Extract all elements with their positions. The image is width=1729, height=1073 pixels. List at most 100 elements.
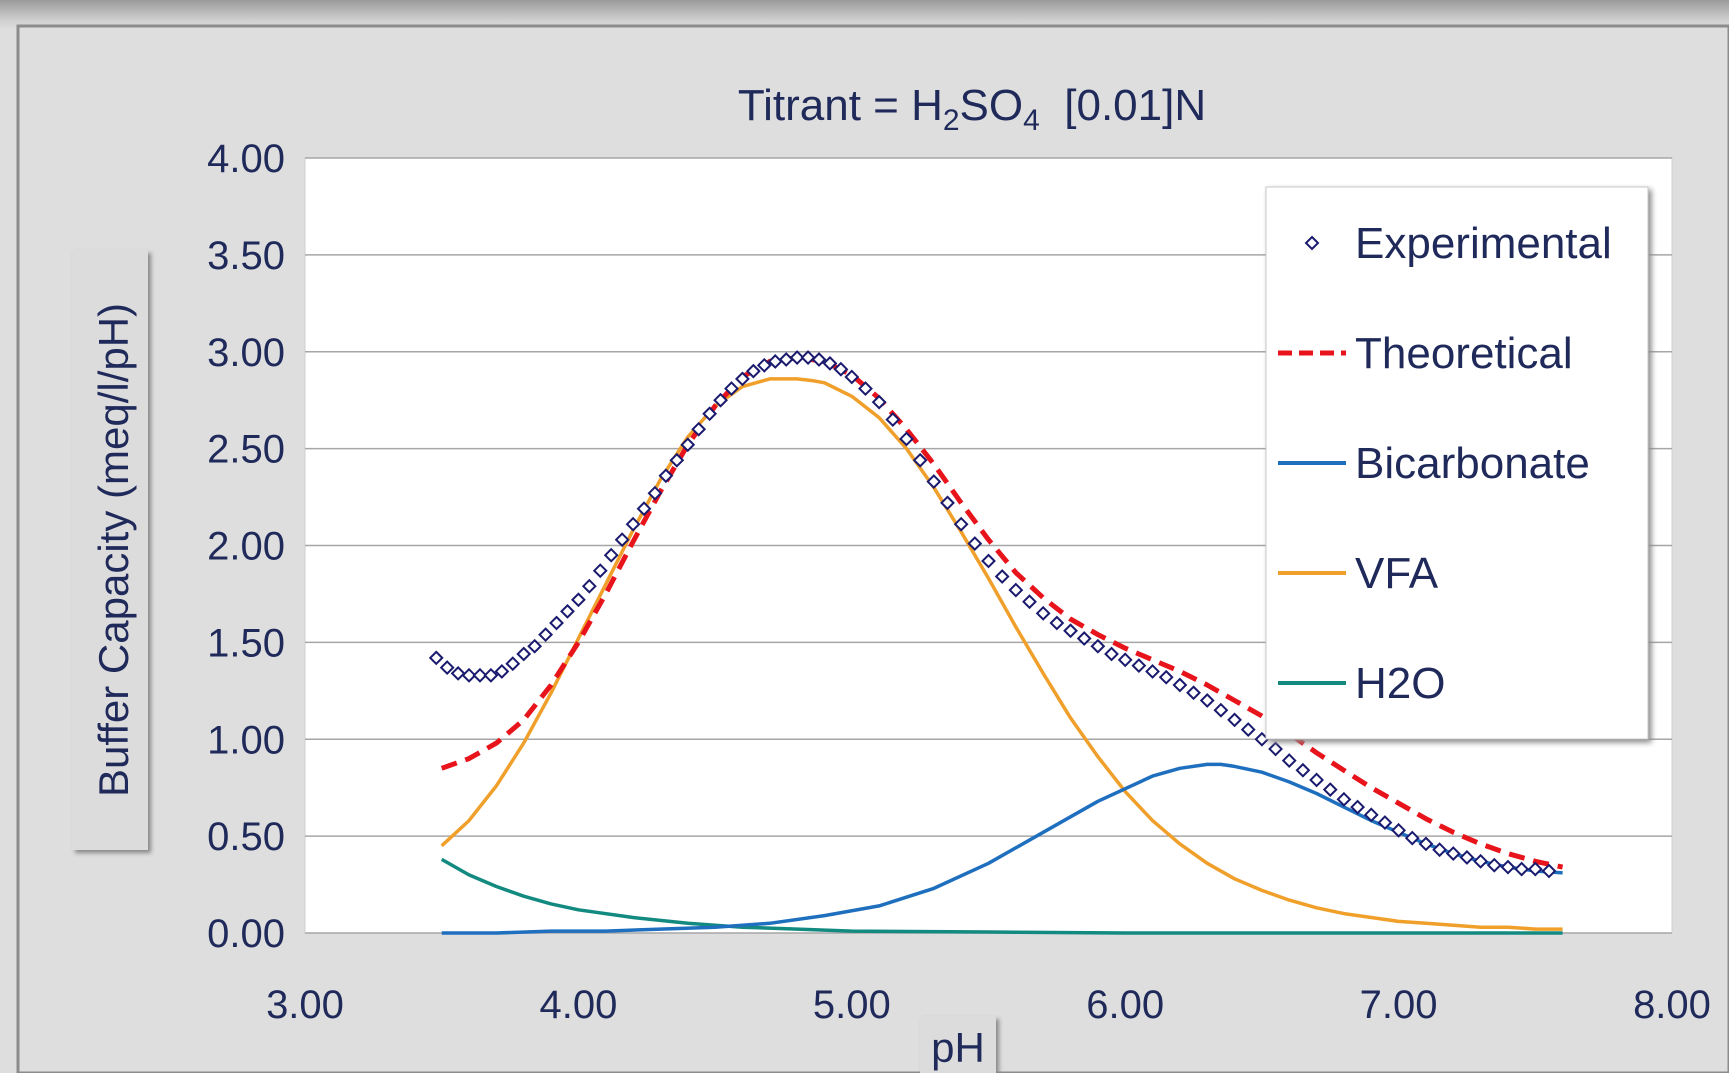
experimental-point bbox=[1295, 762, 1311, 778]
experimental-point bbox=[603, 547, 619, 563]
experimental-point bbox=[953, 516, 969, 532]
experimental-point bbox=[636, 501, 652, 517]
experimental-point bbox=[1514, 861, 1530, 877]
y-tick-label: 2.50 bbox=[207, 428, 285, 472]
legend-label-bicarbonate: Bicarbonate bbox=[1355, 439, 1590, 488]
experimental-point bbox=[926, 474, 942, 489]
experimental-point bbox=[1350, 799, 1366, 815]
legend-swatch-experimental bbox=[1304, 235, 1320, 251]
y-axis-title-box bbox=[72, 250, 148, 850]
legend-label-theoretical: Theoretical bbox=[1355, 329, 1573, 378]
chart-title: Titrant = H2SO4 [0.01]N bbox=[738, 81, 1206, 137]
experimental-point bbox=[1473, 853, 1489, 869]
x-tick-label: 7.00 bbox=[1360, 983, 1438, 1027]
experimental-point bbox=[570, 592, 586, 608]
experimental-point bbox=[450, 665, 466, 681]
experimental-point bbox=[789, 350, 805, 365]
experimental-point bbox=[1104, 646, 1119, 662]
experimental-point bbox=[1527, 861, 1543, 877]
experimental-point bbox=[1008, 582, 1024, 598]
experimental-point bbox=[1391, 822, 1407, 838]
legend-label-vfa: VFA bbox=[1355, 549, 1439, 598]
experimental-point bbox=[1541, 863, 1557, 879]
experimental-point bbox=[1268, 741, 1283, 757]
experimental-point bbox=[527, 638, 543, 654]
experimental-point bbox=[505, 656, 521, 672]
experimental-point bbox=[472, 667, 488, 683]
experimental-point bbox=[844, 369, 860, 385]
legend-label-h2o: H2O bbox=[1355, 659, 1445, 708]
y-tick-label: 4.00 bbox=[207, 137, 285, 181]
experimental-point bbox=[560, 603, 575, 619]
experimental-point bbox=[1227, 712, 1242, 728]
experimental-point bbox=[858, 381, 873, 396]
experimental-point bbox=[1063, 623, 1078, 639]
experimental-point bbox=[592, 563, 608, 579]
y-tick-label: 0.50 bbox=[207, 815, 285, 859]
experimental-point bbox=[800, 350, 816, 365]
legend-item-theoretical: Theoretical bbox=[1278, 329, 1573, 378]
x-tick-label: 6.00 bbox=[1086, 983, 1164, 1027]
experimental-point bbox=[724, 381, 739, 396]
experimental-point bbox=[745, 363, 761, 379]
experimental-point bbox=[1322, 782, 1338, 798]
y-tick-label: 2.00 bbox=[207, 525, 285, 569]
experimental-point bbox=[912, 452, 928, 468]
legend-label-experimental: Experimental bbox=[1355, 219, 1612, 268]
experimental-point bbox=[1240, 722, 1256, 737]
x-tick-label: 8.00 bbox=[1633, 983, 1711, 1027]
experimental-point bbox=[1145, 664, 1160, 679]
experimental-point bbox=[967, 536, 983, 551]
chart-panel-edge bbox=[16, 24, 1729, 1073]
experimental-point bbox=[647, 485, 663, 501]
experimental-point bbox=[899, 431, 914, 447]
experimental-point bbox=[702, 406, 718, 422]
experimental-point bbox=[461, 667, 477, 683]
experimental-point bbox=[1117, 652, 1133, 668]
y-tick-labels: 0.00 0.50 1.00 1.50 2.00 2.50 3.00 3.50 4.00 bbox=[207, 137, 285, 956]
experimental-point bbox=[625, 516, 641, 532]
experimental-point bbox=[1404, 830, 1420, 846]
experimental-point bbox=[1090, 638, 1106, 654]
y-axis-title: Buffer Capacity (meq/l/pH) bbox=[90, 303, 137, 797]
legend-entries: Experimental Theoretical Bicarbonate VFA H2O bbox=[1278, 219, 1612, 708]
experimental-point bbox=[1186, 685, 1201, 701]
legend-item-vfa: VFA bbox=[1278, 549, 1439, 598]
experimental-point bbox=[1158, 669, 1174, 685]
experimental-point bbox=[669, 452, 685, 468]
experimental-point bbox=[811, 352, 827, 367]
experimental-point bbox=[1049, 615, 1065, 631]
experimental-point bbox=[1035, 605, 1051, 621]
legend-item-h2o: H2O bbox=[1278, 659, 1445, 708]
y-axis-title-group: Buffer Capacity (meq/l/pH) bbox=[72, 250, 148, 850]
x-tick-labels: 3.00 4.00 5.00 6.00 7.00 8.00 bbox=[266, 983, 1711, 1027]
x-axis-title: pH bbox=[931, 1024, 985, 1071]
y-tick-label: 3.00 bbox=[207, 331, 285, 375]
legend: Experimental Theoretical Bicarbonate VFA H2O bbox=[1265, 186, 1649, 740]
experimental-point bbox=[549, 615, 564, 631]
y-tick-label: 1.00 bbox=[207, 718, 285, 762]
y-tick-label: 0.00 bbox=[207, 912, 285, 956]
experimental-point bbox=[1500, 859, 1516, 875]
experimental-point bbox=[1309, 772, 1324, 788]
experimental-point bbox=[885, 412, 901, 427]
experimental-point bbox=[822, 355, 838, 371]
experimental-point bbox=[735, 371, 750, 387]
series-experimental bbox=[428, 350, 1557, 879]
legend-item-experimental: Experimental bbox=[1304, 219, 1612, 268]
x-tick-label: 3.00 bbox=[266, 983, 344, 1027]
experimental-point bbox=[1445, 846, 1461, 861]
series-layer bbox=[428, 350, 1564, 935]
experimental-point bbox=[691, 421, 707, 437]
experimental-point bbox=[1213, 702, 1229, 718]
experimental-point bbox=[940, 495, 955, 511]
experimental-point bbox=[1131, 658, 1147, 674]
experimental-point bbox=[614, 532, 630, 548]
experimental-point bbox=[1418, 836, 1434, 852]
experimental-point bbox=[483, 667, 499, 683]
experimental-point bbox=[1377, 815, 1393, 830]
legend-item-bicarbonate: Bicarbonate bbox=[1278, 439, 1590, 488]
series-line-h2o bbox=[440, 857, 1563, 935]
